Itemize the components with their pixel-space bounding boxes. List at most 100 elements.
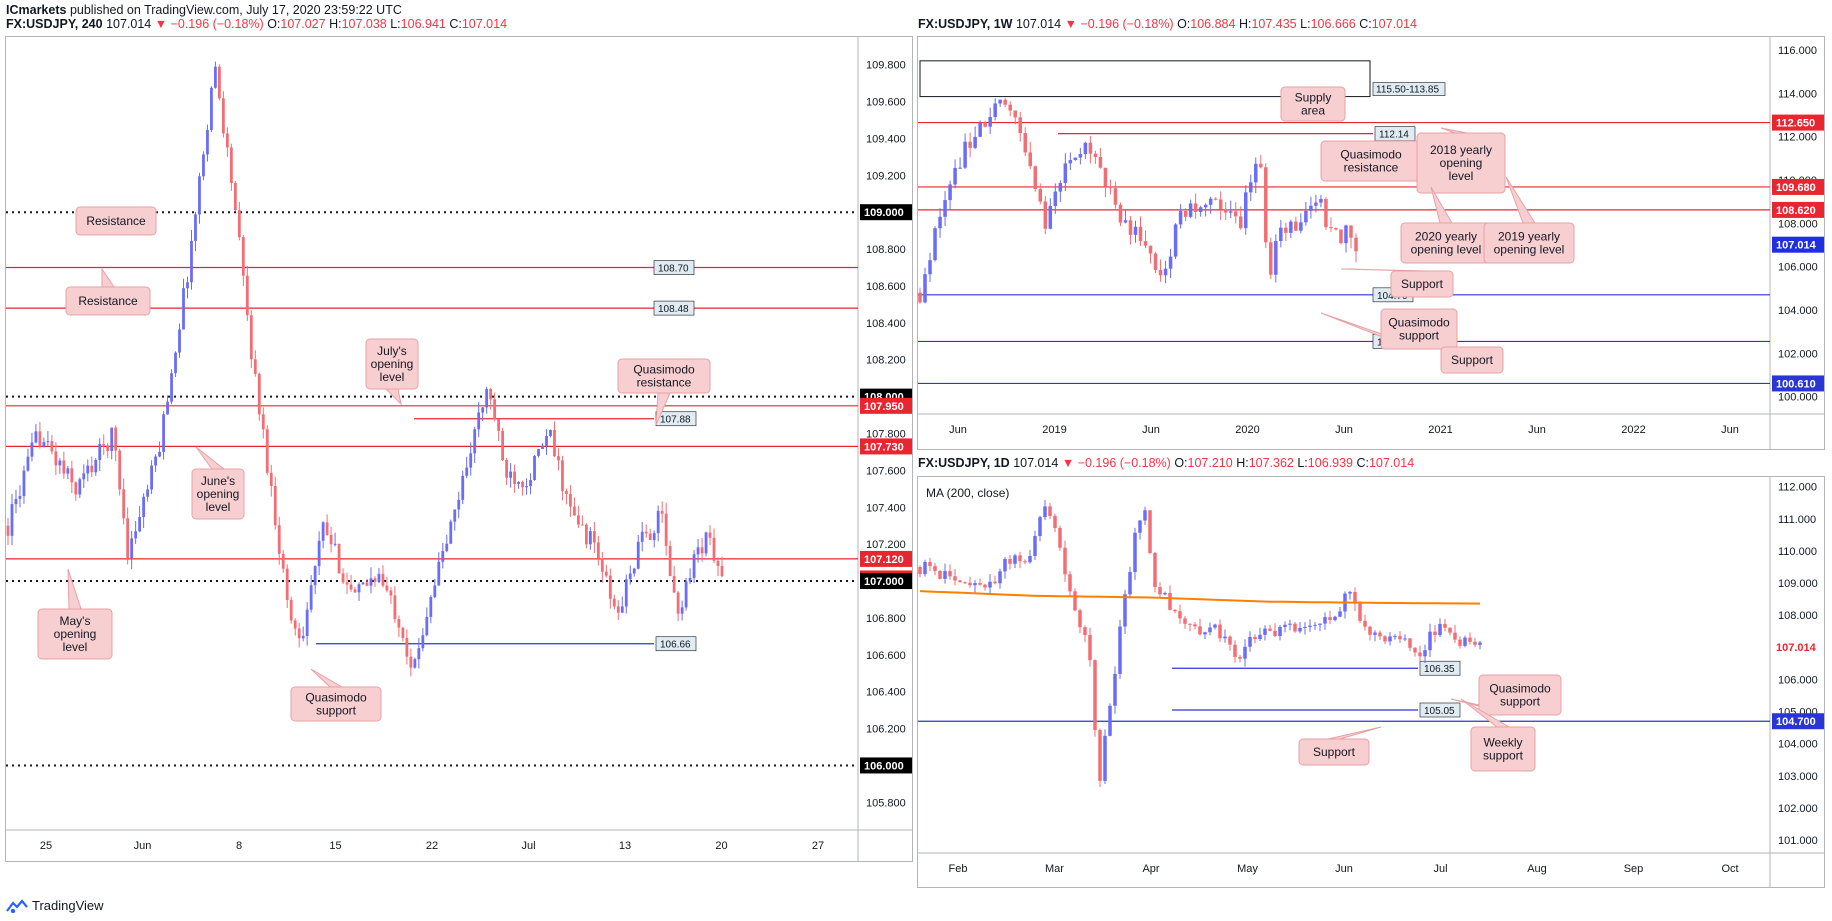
h4-candle-body (628, 573, 632, 580)
w1-candle-body (1203, 204, 1208, 208)
h4-callout-text: level (380, 370, 405, 384)
h4-candle-body (14, 498, 18, 505)
h4-symbol: FX:USDJPY, 240 (6, 17, 103, 31)
h4-callout-box (65, 286, 151, 316)
w1-candle-body (1284, 227, 1288, 233)
h4-candle-body (644, 531, 648, 534)
w1-level-109-680-tag (1772, 178, 1824, 195)
h4-chart-panel[interactable]: 105.800 106.000 106.200 106.400 106.600 106.8… (5, 36, 913, 862)
h4-candle-body (233, 183, 237, 211)
h4-candle-body (321, 522, 325, 541)
h4-candle-body (249, 315, 253, 360)
w1-candle-body (1228, 211, 1233, 213)
d1-level-104-700-tag (1772, 713, 1824, 730)
w1-supply-area (919, 60, 1371, 98)
d1-change: ▼ −0.196 (−0.18%) (1061, 456, 1171, 470)
d1-candle-body (1178, 611, 1182, 619)
tradingview-logo[interactable]: TradingView (6, 898, 104, 913)
w1-candle-body (1259, 163, 1263, 168)
w1-candle-body (1264, 167, 1268, 243)
h4-candle-body (42, 442, 46, 447)
d1-chart-panel[interactable]: 101.000 102.000 103.000 104.000 105.000 106.0… (917, 476, 1825, 888)
h4-candle-body (608, 575, 612, 599)
h4-x-tick-label: Jul (521, 840, 535, 852)
h4-candle-body (222, 98, 225, 134)
h4-candle-body (46, 441, 50, 443)
h4-callout-text: opening (371, 357, 414, 371)
w1-candle-body (1018, 117, 1022, 134)
d1-candle-body (1153, 552, 1157, 588)
h4-candle-body (569, 493, 572, 507)
h4-candle-body (269, 472, 273, 486)
w1-level-112-650-tag-text: 112.650 (1776, 118, 1815, 130)
d1-candle-body (1353, 591, 1357, 604)
d1-chart[interactable]: 101.000102.000103.000104.000105.000106.0… (918, 477, 1824, 887)
d1-x-tick-label: May (1237, 863, 1258, 875)
h4-candle-body (309, 585, 313, 610)
w1-y-tick-label: 104.000 (1778, 305, 1818, 317)
h4-level-107-000-tag (860, 573, 912, 590)
h4-x-tick-label: Jun (134, 840, 152, 852)
h4-candle-body (692, 554, 696, 579)
h4-candle-body (600, 558, 604, 572)
h4-y-tick-label: 106.600 (866, 650, 906, 662)
d1-candle-body (1478, 642, 1482, 645)
h4-callout-text: level (63, 640, 88, 654)
h4-candle-body (401, 627, 405, 638)
h4-callout-box (37, 608, 113, 660)
d1-candle-body (1458, 639, 1462, 646)
h4-chart[interactable]: 105.800 106.000 106.200 106.400 106.600 106.8… (6, 37, 912, 861)
w1-candle-body (1038, 189, 1043, 202)
d1-candle-body (1068, 574, 1072, 592)
h4-y-tick-label: 107.600 (866, 465, 906, 477)
h4-candle-body (680, 607, 684, 614)
h4-candle-body (676, 592, 680, 614)
h4-candle-body (174, 352, 177, 374)
d1-candle-body (1123, 594, 1127, 627)
h4-y-tick-label: 108.200 (866, 355, 906, 367)
d1-candle-body (1318, 623, 1322, 625)
h4-candle-body (214, 66, 217, 88)
h4-callout-text: opening (54, 627, 97, 641)
h4-candle-body (588, 531, 592, 545)
h4-level-106-66-label: 106.66 (660, 640, 691, 651)
h4-candle-body (329, 534, 333, 545)
w1-candle-body (1208, 198, 1213, 205)
h4-candle-body (126, 518, 130, 559)
h4-candle-body (445, 543, 449, 552)
h4-callout-text: Resistance (78, 294, 138, 308)
w1-level-100-610-tag (1772, 375, 1824, 392)
d1-high: 107.362 (1248, 456, 1294, 470)
h4-candle-body (497, 419, 501, 431)
d1-x-tick-label: Jun (1335, 863, 1353, 875)
d1-candle-body (1238, 656, 1242, 659)
w1-candle-body (1339, 229, 1343, 244)
h4-candle-body (166, 401, 169, 415)
h4-callout-text: Quasimodo (633, 363, 695, 377)
d1-y-tick-label: 102.000 (1778, 803, 1818, 815)
author-name[interactable]: ICmarkets (6, 3, 67, 17)
w1-candle-body (923, 274, 927, 303)
w1-x-tick-label: Jun (1721, 424, 1739, 436)
d1-candle-body (993, 581, 997, 584)
h4-candle-body (664, 513, 668, 546)
w1-candle-body (1334, 228, 1338, 230)
d1-candle-body (948, 571, 952, 577)
w1-level-100-610-tag-text: 100.610 (1776, 378, 1816, 390)
h4-candle-body (577, 515, 580, 525)
d1-candle-body (1358, 603, 1362, 621)
w1-y-tick-label: 102.000 (1778, 348, 1818, 360)
d1-candle-body (968, 582, 972, 586)
h4-candle-body (102, 444, 106, 446)
w1-candle-body (1324, 199, 1328, 228)
w1-callout-text: Quasimodo (1388, 316, 1450, 330)
h4-candle-body (297, 628, 301, 639)
h4-x-tick-label: 22 (426, 840, 438, 852)
w1-callout-box (1390, 270, 1454, 298)
w1-chart[interactable]: 100.000102.000104.000106.000108.000110.0… (918, 37, 1824, 449)
w1-candle-body (938, 216, 942, 229)
d1-level-105-05-label-box (1419, 702, 1461, 718)
d1-level-105-05-label: 105.05 (1424, 706, 1455, 717)
w1-chart-panel[interactable]: 100.000102.000104.000106.000108.000110.0… (917, 36, 1825, 450)
w1-candle-body (1028, 152, 1033, 167)
